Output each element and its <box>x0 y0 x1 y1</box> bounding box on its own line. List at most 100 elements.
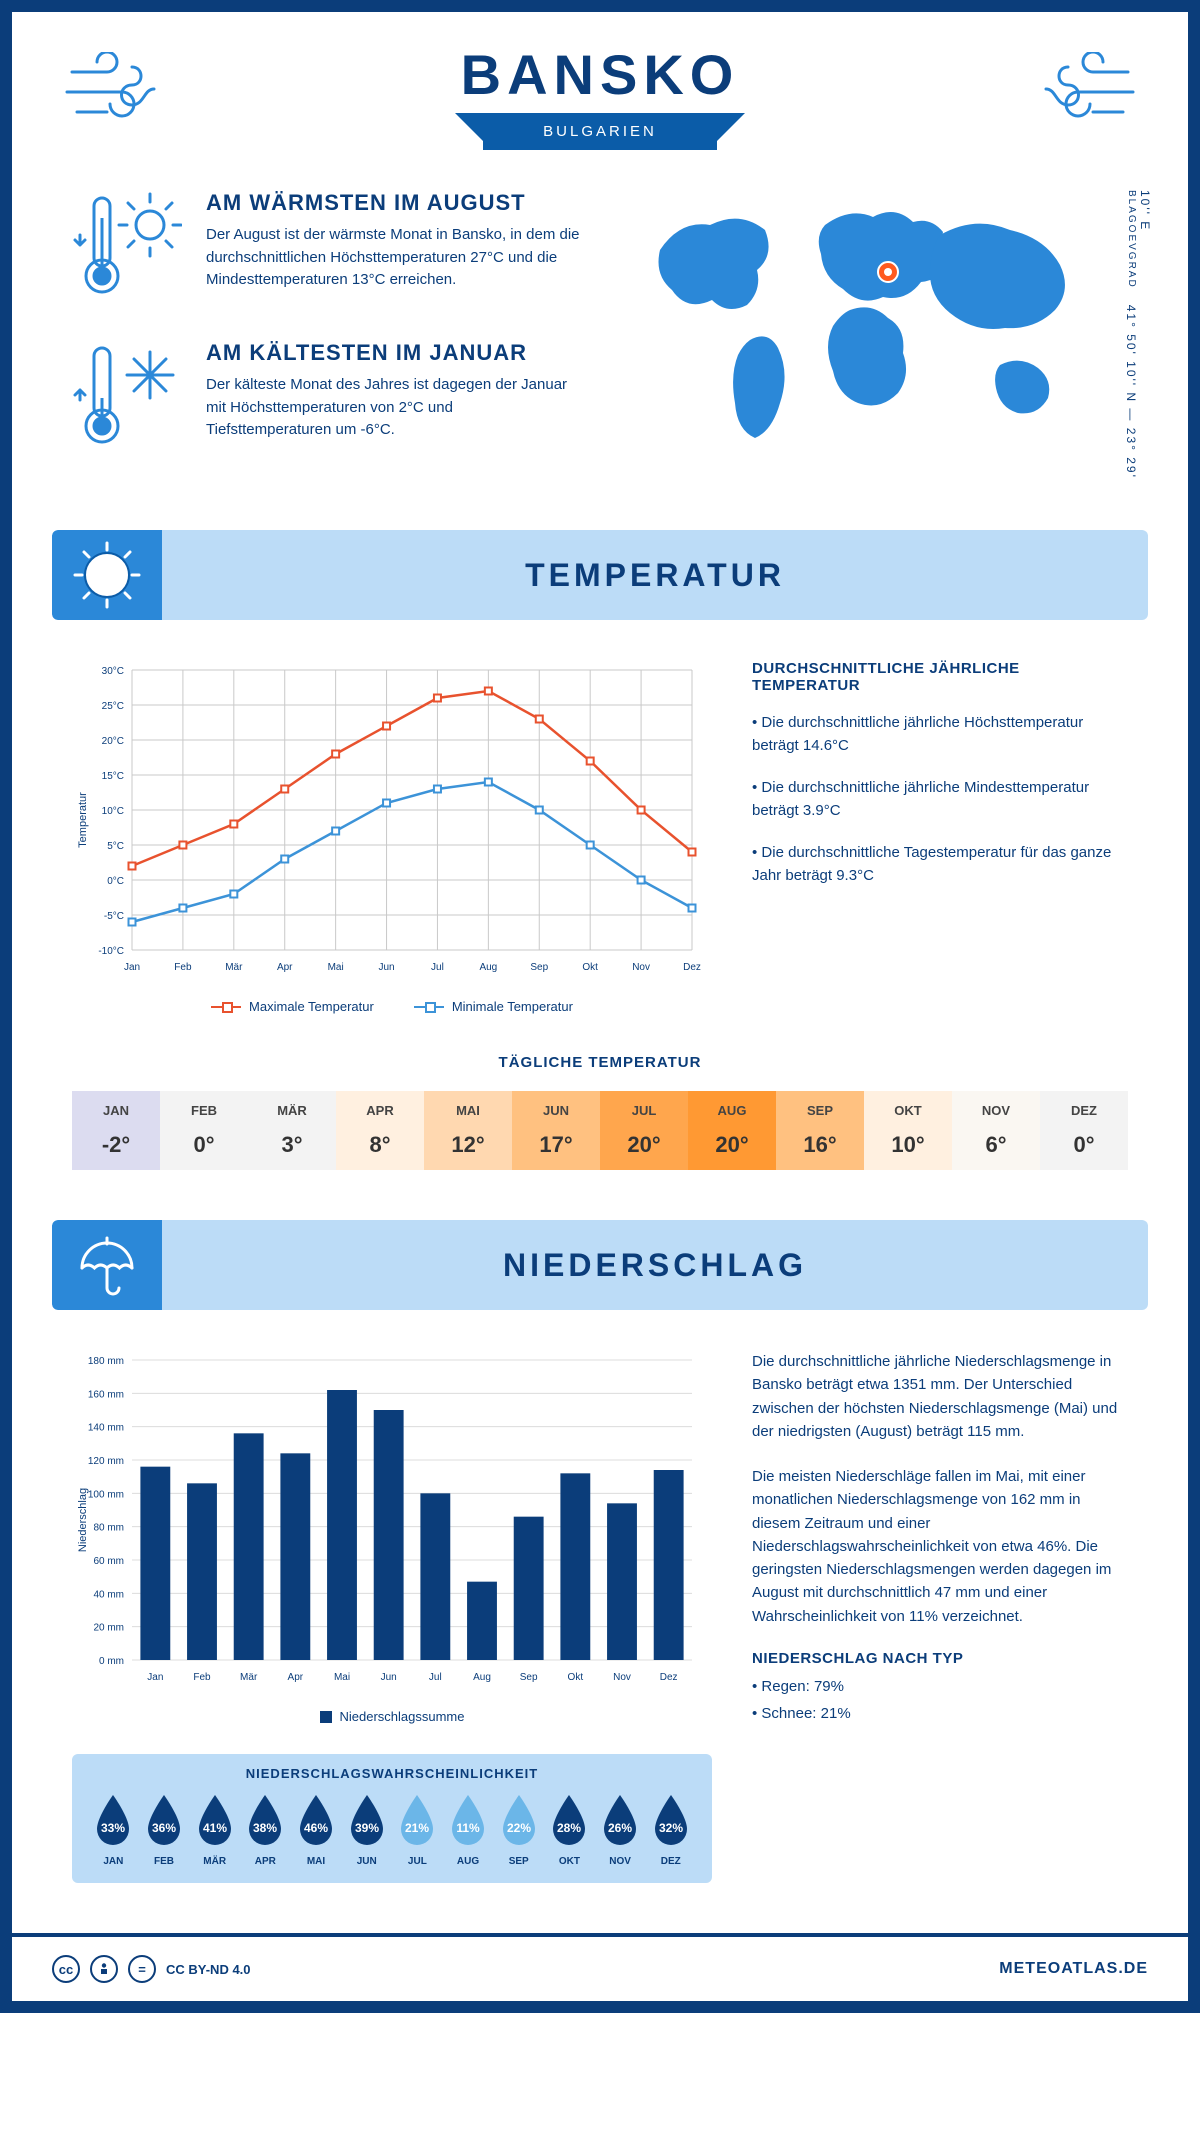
city-title: BANSKO <box>52 42 1148 107</box>
precip-text-column: Die durchschnittliche jährliche Niedersc… <box>752 1350 1128 1883</box>
daily-temp-heading: TÄGLICHE TEMPERATUR <box>72 1054 1128 1071</box>
svg-text:-5°C: -5°C <box>104 911 124 922</box>
nd-icon: = <box>128 1955 156 1983</box>
svg-text:26%: 26% <box>608 1821 632 1835</box>
precipitation-chart: 0 mm20 mm40 mm60 mm80 mm100 mm120 mm140 … <box>72 1350 712 1690</box>
coldest-text: Der kälteste Monat des Jahres ist dagege… <box>206 374 580 442</box>
svg-text:120 mm: 120 mm <box>88 1456 124 1467</box>
legend-min: .legend-item:nth-child(2) .legend-line::… <box>414 999 573 1014</box>
svg-text:39%: 39% <box>355 1821 379 1835</box>
svg-text:5°C: 5°C <box>107 841 124 852</box>
prob-drop: 28% OKT <box>544 1793 595 1867</box>
coordinates: BLAGOEVGRAD 41° 50' 10'' N — 23° 29' 10'… <box>1124 190 1152 490</box>
prob-drop: 21% JUL <box>392 1793 443 1867</box>
svg-text:20°C: 20°C <box>102 736 124 747</box>
svg-text:Mär: Mär <box>225 962 243 973</box>
svg-text:Jan: Jan <box>147 1672 163 1683</box>
temperature-heading: TEMPERATUR <box>525 557 785 594</box>
svg-text:Nov: Nov <box>632 962 650 973</box>
precip-type-heading: NIEDERSCHLAG NACH TYP <box>752 1650 1128 1667</box>
daily-temp-grid: JAN-2°FEB0°MÄR3°APR8°MAI12°JUN17°JUL20°A… <box>72 1091 1128 1170</box>
svg-text:160 mm: 160 mm <box>88 1389 124 1400</box>
temp-cell: DEZ0° <box>1040 1091 1128 1170</box>
svg-text:40 mm: 40 mm <box>93 1589 124 1600</box>
page: BANSKO BULGARIEN AM WÄRMSTEN IM AUGUST D… <box>0 0 1200 2013</box>
prob-drop: 33% JAN <box>88 1793 139 1867</box>
by-icon <box>90 1955 118 1983</box>
precip-type-snow: • Schnee: 21% <box>752 1702 1128 1725</box>
prob-drop: 11% AUG <box>443 1793 494 1867</box>
svg-text:Jul: Jul <box>429 1672 442 1683</box>
temperature-banner: TEMPERATUR <box>52 530 1148 620</box>
legend-max: .legend-item:nth-child(1) .legend-line::… <box>211 999 374 1014</box>
svg-text:11%: 11% <box>456 1821 480 1835</box>
prob-drop: 36% FEB <box>139 1793 190 1867</box>
temp-cell: SEP16° <box>776 1091 864 1170</box>
prob-drop: 26% NOV <box>595 1793 646 1867</box>
prob-drop: 38% APR <box>240 1793 291 1867</box>
svg-text:15°C: 15°C <box>102 771 124 782</box>
precip-chart-column: 0 mm20 mm40 mm60 mm80 mm100 mm120 mm140 … <box>72 1350 712 1883</box>
svg-text:38%: 38% <box>253 1821 277 1835</box>
intro-row: AM WÄRMSTEN IM AUGUST Der August ist der… <box>12 150 1188 520</box>
map-column: BLAGOEVGRAD 41° 50' 10'' N — 23° 29' 10'… <box>620 190 1128 490</box>
svg-text:36%: 36% <box>152 1821 176 1835</box>
svg-text:Apr: Apr <box>277 962 293 973</box>
temperature-notes: DURCHSCHNITTLICHE JÄHRLICHE TEMPERATUR •… <box>752 660 1128 1014</box>
svg-text:30°C: 30°C <box>102 666 124 677</box>
temp-cell: JAN-2° <box>72 1091 160 1170</box>
svg-text:Apr: Apr <box>288 1672 304 1683</box>
precipitation-heading: NIEDERSCHLAG <box>503 1247 807 1284</box>
temp-note-3: • Die durchschnittliche Tagestemperatur … <box>752 842 1128 887</box>
svg-text:100 mm: 100 mm <box>88 1489 124 1500</box>
coldest-title: AM KÄLTESTEN IM JANUAR <box>206 340 580 366</box>
precip-p1: Die durchschnittliche jährliche Niedersc… <box>752 1350 1128 1443</box>
temp-cell: APR8° <box>336 1091 424 1170</box>
svg-text:60 mm: 60 mm <box>93 1556 124 1567</box>
temperature-section: -10°C-5°C0°C5°C10°C15°C20°C25°C30°CJanFe… <box>12 650 1188 1034</box>
world-map <box>620 190 1128 455</box>
svg-text:Mai: Mai <box>334 1672 350 1683</box>
coldest-fact: AM KÄLTESTEN IM JANUAR Der kälteste Mona… <box>72 340 580 450</box>
temp-cell: MÄR3° <box>248 1091 336 1170</box>
sun-icon <box>52 530 162 620</box>
prob-drop: 39% JUN <box>341 1793 392 1867</box>
svg-text:140 mm: 140 mm <box>88 1423 124 1434</box>
svg-text:33%: 33% <box>101 1821 125 1835</box>
svg-text:Sep: Sep <box>530 962 548 973</box>
svg-text:180 mm: 180 mm <box>88 1356 124 1367</box>
svg-text:Mai: Mai <box>328 962 344 973</box>
warmest-title: AM WÄRMSTEN IM AUGUST <box>206 190 580 216</box>
svg-text:Nov: Nov <box>613 1672 631 1683</box>
svg-text:-10°C: -10°C <box>98 946 124 957</box>
svg-text:41%: 41% <box>203 1821 227 1835</box>
precip-type-rain: • Regen: 79% <box>752 1675 1128 1698</box>
svg-text:Mär: Mär <box>240 1672 258 1683</box>
footer: cc = CC BY-ND 4.0 METEOATLAS.DE <box>12 1933 1188 2001</box>
precip-p2: Die meisten Niederschläge fallen im Mai,… <box>752 1465 1128 1628</box>
svg-text:22%: 22% <box>507 1821 531 1835</box>
temp-cell: OKT10° <box>864 1091 952 1170</box>
svg-text:25°C: 25°C <box>102 701 124 712</box>
svg-text:Jun: Jun <box>378 962 394 973</box>
precip-legend: Niederschlagssumme <box>72 1709 712 1724</box>
temp-note-1: • Die durchschnittliche jährliche Höchst… <box>752 712 1128 757</box>
svg-text:0°C: 0°C <box>107 876 124 887</box>
svg-text:Okt: Okt <box>582 962 598 973</box>
svg-text:20 mm: 20 mm <box>93 1623 124 1634</box>
svg-text:Jul: Jul <box>431 962 444 973</box>
temp-cell: NOV6° <box>952 1091 1040 1170</box>
svg-text:Temperatur: Temperatur <box>77 792 89 848</box>
probability-drops: 33% JAN 36% FEB 41% MÄR 38% APR <box>88 1793 696 1867</box>
probability-box: NIEDERSCHLAGSWAHRSCHEINLICHKEIT 33% JAN … <box>72 1754 712 1883</box>
temp-cell: MAI12° <box>424 1091 512 1170</box>
umbrella-icon <box>52 1220 162 1310</box>
temp-cell: JUL20° <box>600 1091 688 1170</box>
wind-icon <box>62 52 172 137</box>
svg-text:Jan: Jan <box>124 962 140 973</box>
warmest-text: Der August ist der wärmste Monat in Bans… <box>206 224 580 292</box>
temperature-chart: -10°C-5°C0°C5°C10°C15°C20°C25°C30°CJanFe… <box>72 660 712 1014</box>
temp-notes-heading: DURCHSCHNITTLICHE JÄHRLICHE TEMPERATUR <box>752 660 1128 694</box>
svg-text:46%: 46% <box>304 1821 328 1835</box>
prob-drop: 46% MAI <box>291 1793 342 1867</box>
